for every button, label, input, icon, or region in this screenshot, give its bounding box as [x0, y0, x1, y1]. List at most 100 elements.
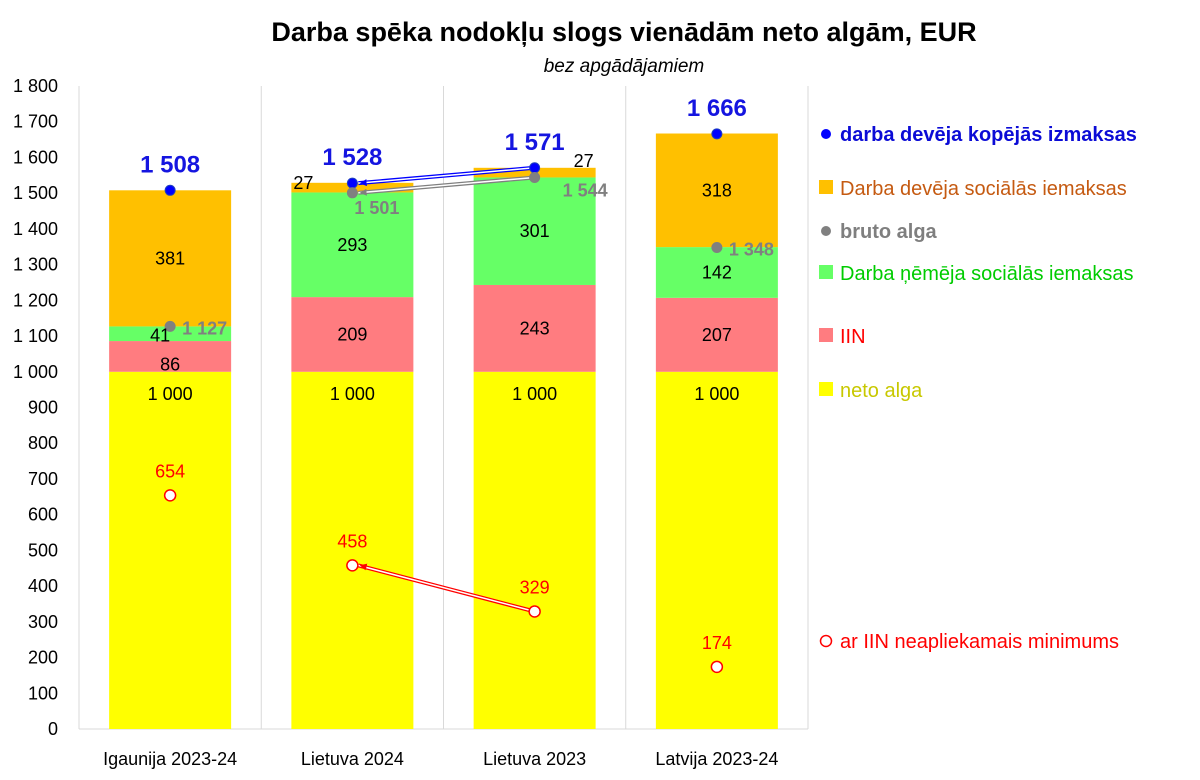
- y-tick-label: 1 000: [13, 362, 58, 382]
- minimum-label: 458: [337, 531, 367, 551]
- minimum-label: 654: [155, 461, 185, 481]
- bar-segment: [109, 326, 232, 342]
- points: [163, 128, 724, 674]
- y-tick-label: 200: [28, 648, 58, 668]
- legend-marker: [819, 382, 833, 396]
- chart-subtitle: bez apgādājamiem: [544, 56, 705, 77]
- gross-wage-point: [346, 187, 358, 199]
- legend-marker: [819, 634, 833, 648]
- bar-segment-label: 86: [160, 354, 180, 374]
- y-tick-label: 400: [28, 576, 58, 596]
- legend-label: neto alga: [840, 380, 923, 402]
- bar-segment-label: 293: [337, 235, 367, 255]
- bar-segment-label: 27: [574, 151, 594, 171]
- bar-segment-label: 207: [702, 325, 732, 345]
- bar-segment-label: 1 000: [512, 384, 557, 404]
- minimum-point: [528, 605, 541, 618]
- legend-label: darba devēja kopējās izmaksas: [840, 124, 1137, 146]
- y-tick-label: 800: [28, 433, 58, 453]
- y-tick-label: 1 800: [13, 76, 58, 96]
- total-cost-label: 1 571: [505, 129, 565, 156]
- gross-wage-label: 1 127: [182, 318, 227, 338]
- bar-segment: [291, 297, 414, 372]
- y-tick-label: 700: [28, 469, 58, 489]
- minimum-point: [346, 559, 359, 572]
- x-tick-label: Lietuva 2023: [483, 749, 586, 769]
- x-tick-label: Latvija 2023-24: [655, 749, 778, 769]
- bar-segment: [655, 371, 778, 729]
- bar-segment-label: 27: [293, 173, 313, 193]
- comparison-arrow-core: [358, 176, 535, 194]
- y-tick-label: 900: [28, 398, 58, 418]
- x-tick-label: Igaunija 2023-24: [103, 749, 237, 769]
- bar-segment: [109, 371, 232, 729]
- comparison-arrow-core: [358, 564, 535, 613]
- gross-wage-point: [711, 241, 723, 253]
- legend: darba devēja kopējās izmaksas Darba devēj…: [819, 124, 1137, 653]
- legend-marker: [819, 180, 833, 194]
- gross-wage-label: 1 348: [729, 239, 774, 259]
- y-axis: 0 100 200 300 400 500 600 700 800 900 1 000 1 100 1 …: [13, 76, 58, 739]
- comparison-arrows: [357, 165, 536, 614]
- total-cost-label: 1 666: [687, 95, 747, 122]
- chart-title: Darba spēka nodokļu slogs vienādām neto …: [271, 17, 976, 47]
- bar-segment-label: 1 000: [694, 384, 739, 404]
- bar-segment: [473, 371, 596, 729]
- x-axis: Igaunija 2023-24 Lietuva 2024 Lietuva 2023…: [103, 749, 778, 769]
- y-tick-label: 300: [28, 612, 58, 632]
- bar-segment-label: 381: [155, 248, 185, 268]
- gross-wage-label: 1 501: [354, 198, 399, 218]
- y-tick-label: 1 100: [13, 326, 58, 346]
- y-tick-label: 1 500: [13, 183, 58, 203]
- bars: [109, 133, 778, 729]
- y-tick-label: 1 300: [13, 255, 58, 275]
- legend-marker: [821, 226, 831, 236]
- bar-segment-label: 209: [337, 324, 367, 344]
- y-tick-label: 1 600: [13, 147, 58, 167]
- bar-segment-label: 1 000: [148, 384, 193, 404]
- total-cost-point: [346, 177, 358, 189]
- total-cost-label: 1 508: [140, 151, 200, 178]
- bar-segment-label: 318: [702, 180, 732, 200]
- y-tick-label: 500: [28, 540, 58, 560]
- legend-label: IIN: [840, 326, 866, 348]
- legend-marker: [819, 265, 833, 279]
- total-cost-point: [529, 162, 541, 174]
- legend-label: Darba ņēmēja sociālās iemaksas: [840, 263, 1133, 285]
- y-tick-label: 1 200: [13, 290, 58, 310]
- minimum-point: [710, 660, 724, 674]
- bar-segment-label: 1 000: [330, 384, 375, 404]
- bar-segment: [655, 247, 778, 298]
- bar-segment-label: 41: [150, 326, 170, 346]
- bar-segment: [109, 341, 232, 372]
- minimum-point: [163, 489, 177, 502]
- bar-segment-label: 243: [520, 318, 550, 338]
- total-cost-point: [711, 128, 723, 140]
- gross-wage-point: [529, 171, 541, 183]
- bar-segment: [291, 371, 414, 729]
- bar-segment: [291, 192, 414, 298]
- total-cost-point: [164, 184, 176, 196]
- comparison-arrow-core: [358, 167, 535, 184]
- total-cost-label: 1 528: [322, 144, 382, 171]
- y-tick-label: 600: [28, 505, 58, 525]
- y-tick-label: 1 700: [13, 112, 58, 132]
- y-tick-label: 1 400: [13, 219, 58, 239]
- bar-segment: [109, 190, 232, 327]
- legend-marker: [819, 328, 833, 342]
- data-labels: 1 000 86 41 381 1 000 209 293 27 1 000 243 301 27 1 …: [140, 95, 774, 653]
- gross-wage-point: [164, 320, 176, 332]
- y-tick-label: 100: [28, 683, 58, 703]
- legend-label: bruto alga: [840, 221, 938, 243]
- bar-segment-label: 301: [520, 221, 550, 241]
- gross-wage-label: 1 544: [563, 180, 608, 200]
- minimum-label: 329: [520, 577, 550, 597]
- legend-label: Darba devēja sociālās iemaksas: [840, 178, 1127, 200]
- bar-segment: [473, 284, 596, 372]
- x-tick-label: Lietuva 2024: [301, 749, 404, 769]
- minimum-label: 174: [702, 633, 732, 653]
- legend-label: ar IIN neapliekamais minimums: [840, 631, 1119, 653]
- legend-marker: [821, 129, 831, 139]
- bar-segment: [655, 297, 778, 372]
